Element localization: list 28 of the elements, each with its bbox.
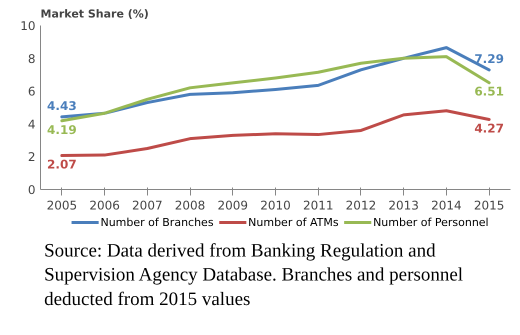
y-tick-label: 8 xyxy=(28,52,36,66)
x-tick-label: 2008 xyxy=(174,198,206,212)
x-tick-label: 2011 xyxy=(302,198,334,212)
x-tick-label: 2006 xyxy=(89,198,120,212)
legend-label: Number of Branches xyxy=(100,216,214,229)
y-tick-label: 6 xyxy=(28,84,36,99)
data-label: 6.51 xyxy=(474,84,504,99)
x-tick-label: 2009 xyxy=(218,198,248,212)
x-tick-label: 2014 xyxy=(431,198,462,212)
x-tick-label: 2015 xyxy=(474,198,504,212)
x-tick-label: 2013 xyxy=(388,198,419,212)
legend-label: Number of ATMs xyxy=(248,216,339,229)
x-tick-label: 2007 xyxy=(132,198,163,212)
y-axis-title: Market Share (%) xyxy=(40,8,149,20)
x-tick-label: 2005 xyxy=(46,198,78,212)
data-label: 4.27 xyxy=(474,121,504,136)
data-label: 2.07 xyxy=(47,158,77,172)
data-label: 4.43 xyxy=(47,98,77,113)
legend-label: Number of Personnel xyxy=(373,216,489,229)
y-tick-label: 2 xyxy=(28,150,36,164)
x-tick-label: 2012 xyxy=(346,198,376,212)
data-label: 7.29 xyxy=(474,52,504,66)
y-tick-label: 0 xyxy=(28,183,36,197)
data-label: 4.19 xyxy=(47,122,77,137)
source-note: Source: Data derived from Banking Regulation and Supervision Agency Database. Branches and personnel deducted from 2015 values xyxy=(44,240,464,310)
y-tick-label: 4 xyxy=(28,117,36,132)
y-tick-label: 10 xyxy=(20,19,36,33)
x-tick-label: 2010 xyxy=(260,198,291,212)
